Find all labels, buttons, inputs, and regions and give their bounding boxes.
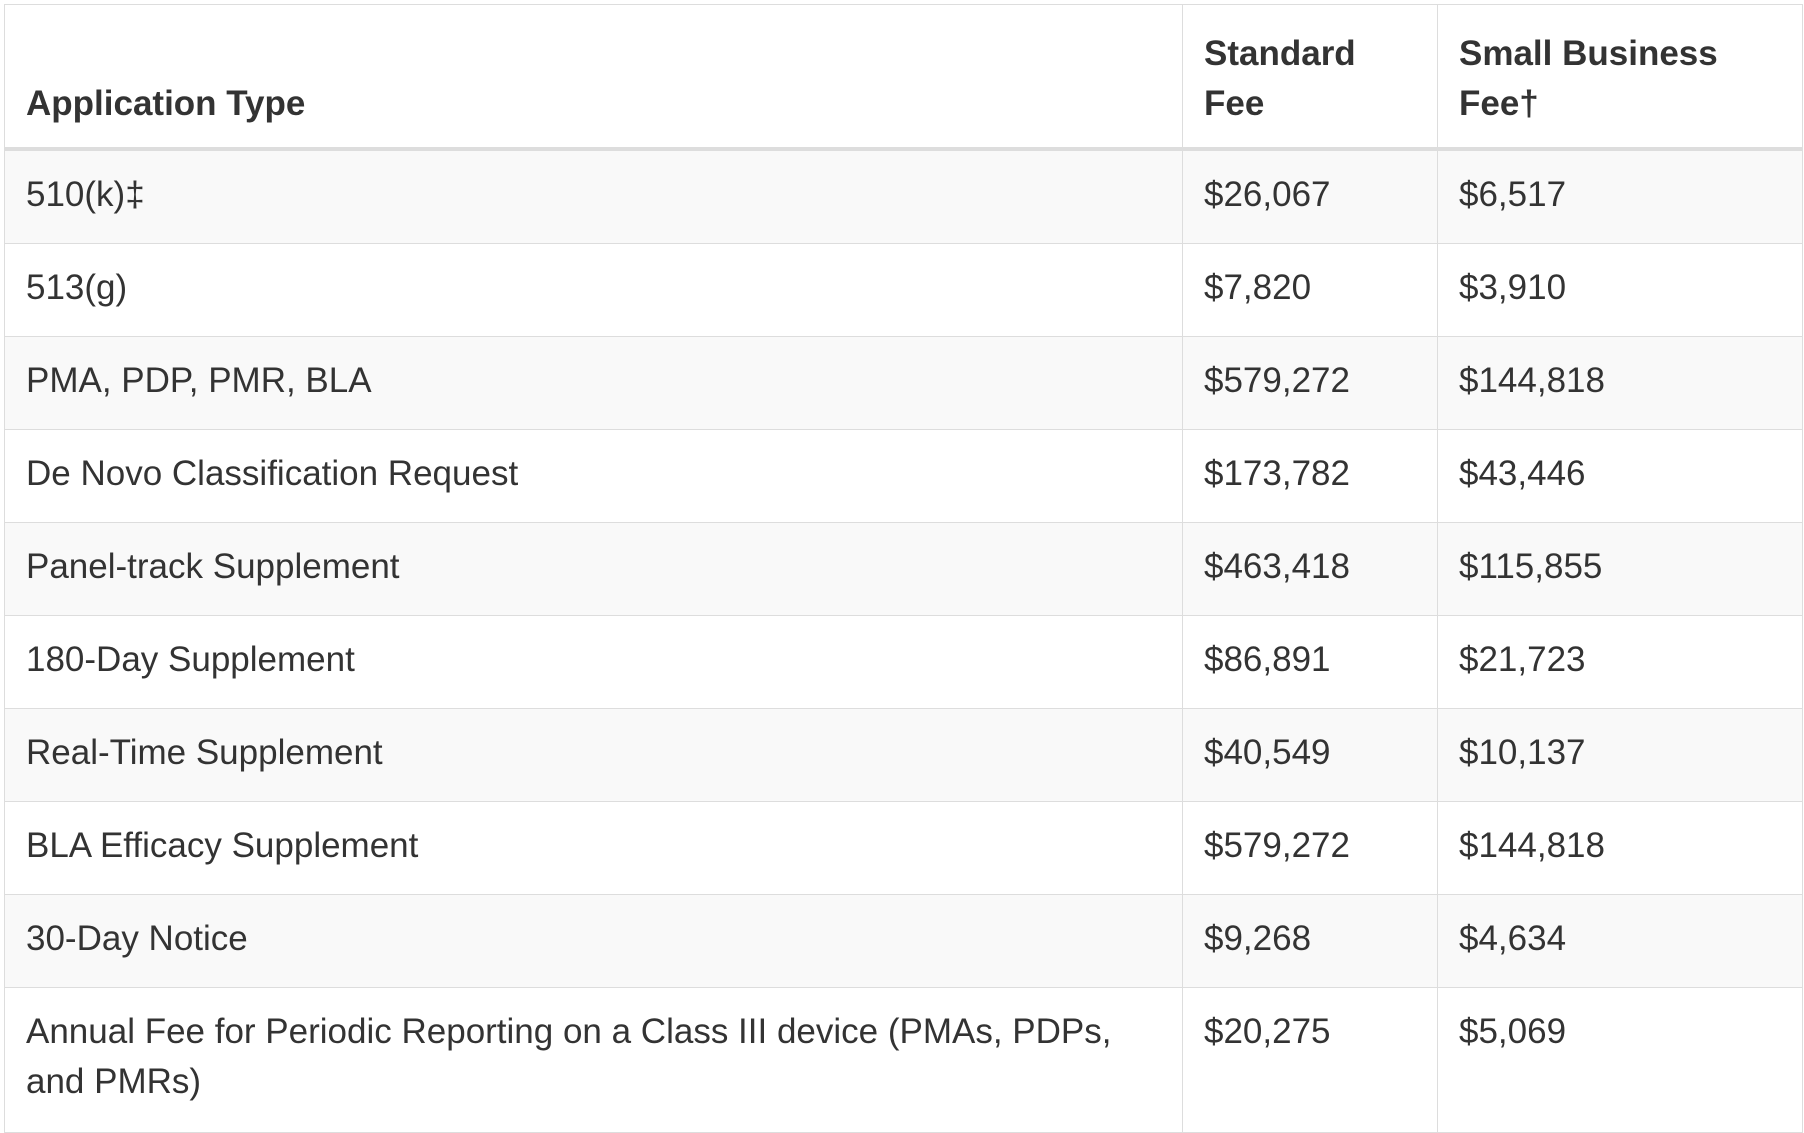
cell-standard-fee: $579,272 [1182, 801, 1438, 895]
cell-small-business-fee: $21,723 [1437, 615, 1803, 709]
cell-small-business-fee: $6,517 [1437, 148, 1803, 244]
header-row: Application Type Standard Fee Small Busi… [4, 4, 1803, 151]
cell-application-type: PMA, PDP, PMR, BLA [4, 336, 1183, 430]
fee-table: Application Type Standard Fee Small Busi… [4, 4, 1803, 1133]
table-row: 30-Day Notice $9,268 $4,634 [4, 894, 1803, 988]
cell-application-type: 30-Day Notice [4, 894, 1183, 988]
cell-small-business-fee: $4,634 [1437, 894, 1803, 988]
cell-standard-fee: $86,891 [1182, 615, 1438, 709]
cell-standard-fee: $173,782 [1182, 429, 1438, 523]
cell-standard-fee: $579,272 [1182, 336, 1438, 430]
table-row: Annual Fee for Periodic Reporting on a C… [4, 987, 1803, 1133]
cell-application-type: 180-Day Supplement [4, 615, 1183, 709]
table-row: 510(k)‡ $26,067 $6,517 [4, 148, 1803, 244]
header-application-type: Application Type [4, 4, 1183, 151]
cell-small-business-fee: $3,910 [1437, 243, 1803, 337]
cell-application-type: Real-Time Supplement [4, 708, 1183, 802]
cell-application-type: BLA Efficacy Supplement [4, 801, 1183, 895]
table-row: De Novo Classification Request $173,782 … [4, 429, 1803, 523]
cell-standard-fee: $26,067 [1182, 148, 1438, 244]
cell-application-type: 510(k)‡ [4, 148, 1183, 244]
cell-application-type: Panel-track Supplement [4, 522, 1183, 616]
cell-small-business-fee: $144,818 [1437, 336, 1803, 430]
header-standard-fee: Standard Fee [1182, 4, 1438, 151]
cell-standard-fee: $40,549 [1182, 708, 1438, 802]
cell-small-business-fee: $5,069 [1437, 987, 1803, 1133]
cell-application-type: 513(g) [4, 243, 1183, 337]
cell-standard-fee: $20,275 [1182, 987, 1438, 1133]
table-row: Real-Time Supplement $40,549 $10,137 [4, 708, 1803, 802]
cell-standard-fee: $463,418 [1182, 522, 1438, 616]
table-row: 180-Day Supplement $86,891 $21,723 [4, 615, 1803, 709]
cell-standard-fee: $9,268 [1182, 894, 1438, 988]
cell-small-business-fee: $115,855 [1437, 522, 1803, 616]
table-row: BLA Efficacy Supplement $579,272 $144,81… [4, 801, 1803, 895]
header-small-business-fee: Small Business Fee† [1437, 4, 1803, 151]
cell-application-type: Annual Fee for Periodic Reporting on a C… [4, 987, 1183, 1133]
cell-small-business-fee: $43,446 [1437, 429, 1803, 523]
table-row: 513(g) $7,820 $3,910 [4, 243, 1803, 337]
table-row: Panel-track Supplement $463,418 $115,855 [4, 522, 1803, 616]
table-row: PMA, PDP, PMR, BLA $579,272 $144,818 [4, 336, 1803, 430]
cell-small-business-fee: $10,137 [1437, 708, 1803, 802]
cell-application-type: De Novo Classification Request [4, 429, 1183, 523]
cell-small-business-fee: $144,818 [1437, 801, 1803, 895]
cell-standard-fee: $7,820 [1182, 243, 1438, 337]
